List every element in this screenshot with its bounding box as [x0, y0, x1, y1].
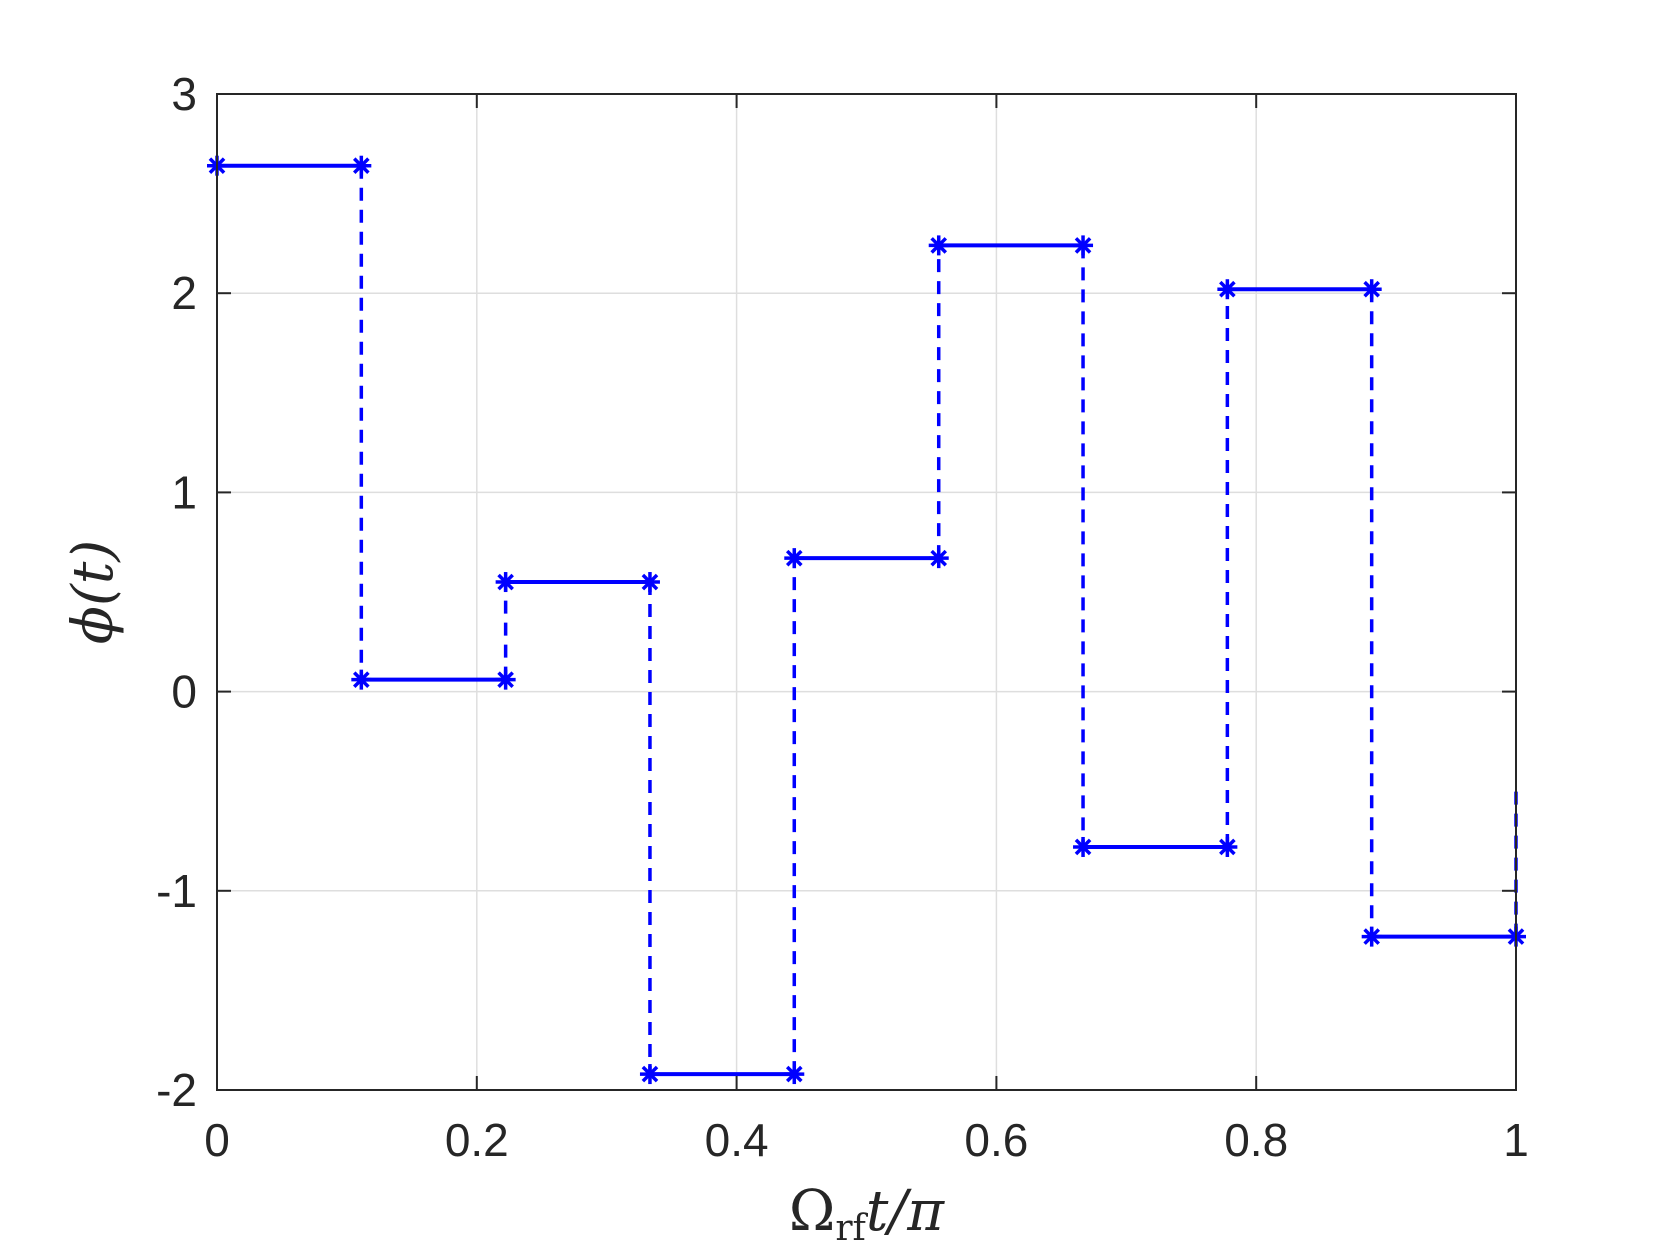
- y-axis-label: ϕ(t): [61, 540, 126, 644]
- marker-stroke: [1074, 838, 1092, 856]
- data-point-marker: [1217, 836, 1238, 857]
- data-point-marker: [784, 548, 805, 569]
- marker-stroke: [353, 671, 370, 688]
- y-tick-label: 2: [171, 267, 197, 319]
- marker-stroke: [641, 573, 659, 591]
- y-tick-label: 0: [171, 666, 197, 718]
- data-point-marker: [1217, 279, 1238, 300]
- y-tick-label: 3: [171, 68, 197, 120]
- marker-stroke: [497, 671, 514, 688]
- y-tick-labels: -2 -1 0 1 2 3: [156, 68, 197, 1116]
- x-tick-label: 0.2: [445, 1114, 509, 1166]
- data-point-marker: [351, 155, 372, 176]
- x-tick-label: 0.4: [705, 1114, 769, 1166]
- x-axis-label: Ωrft/π: [789, 1179, 945, 1246]
- x-axis-label-rest: t/π: [866, 1179, 945, 1244]
- marker-stroke: [641, 1065, 659, 1083]
- marker-stroke: [1219, 838, 1236, 856]
- data-point-marker: [1361, 926, 1382, 947]
- y-tick-label: -2: [156, 1064, 197, 1116]
- marker-stroke: [930, 237, 948, 254]
- phase-series: [207, 155, 1526, 1085]
- x-tick-label: 0.8: [1224, 1114, 1288, 1166]
- x-tick-label: 0.6: [964, 1114, 1028, 1166]
- data-point-marker: [351, 669, 372, 690]
- data-point-marker: [1361, 279, 1382, 300]
- marker-stroke: [930, 549, 948, 567]
- data-point-marker: [1073, 235, 1094, 256]
- x-axis-label-base: Ω: [789, 1179, 835, 1244]
- x-tick-label: 0: [204, 1114, 230, 1166]
- marker-stroke: [353, 157, 370, 175]
- marker-stroke: [497, 573, 514, 591]
- data-point-marker: [639, 1064, 660, 1085]
- tick-marks: [216, 93, 1517, 1091]
- plot-area-border: [216, 93, 1517, 1091]
- data-point-marker: [495, 572, 516, 593]
- x-axis-label-subscript: rf: [835, 1208, 868, 1246]
- marker-stroke: [785, 1065, 803, 1083]
- y-tick-label: 1: [171, 466, 197, 518]
- marker-stroke: [1074, 237, 1092, 254]
- data-point-marker: [1073, 836, 1094, 857]
- marker-stroke: [1363, 928, 1380, 945]
- marker-stroke: [1219, 280, 1236, 298]
- data-point-marker: [639, 572, 660, 593]
- marker-stroke: [785, 549, 803, 567]
- x-tick-label: 1: [1503, 1114, 1529, 1166]
- y-tick-label: -1: [156, 865, 197, 917]
- data-point-marker: [928, 235, 949, 256]
- x-tick-labels: 0 0.2 0.4 0.6 0.8 1: [204, 1114, 1529, 1166]
- data-point-marker: [495, 669, 516, 690]
- grid-lines: [216, 93, 1517, 1091]
- data-point-marker: [928, 548, 949, 569]
- data-point-marker: [784, 1064, 805, 1085]
- marker-stroke: [1363, 280, 1380, 298]
